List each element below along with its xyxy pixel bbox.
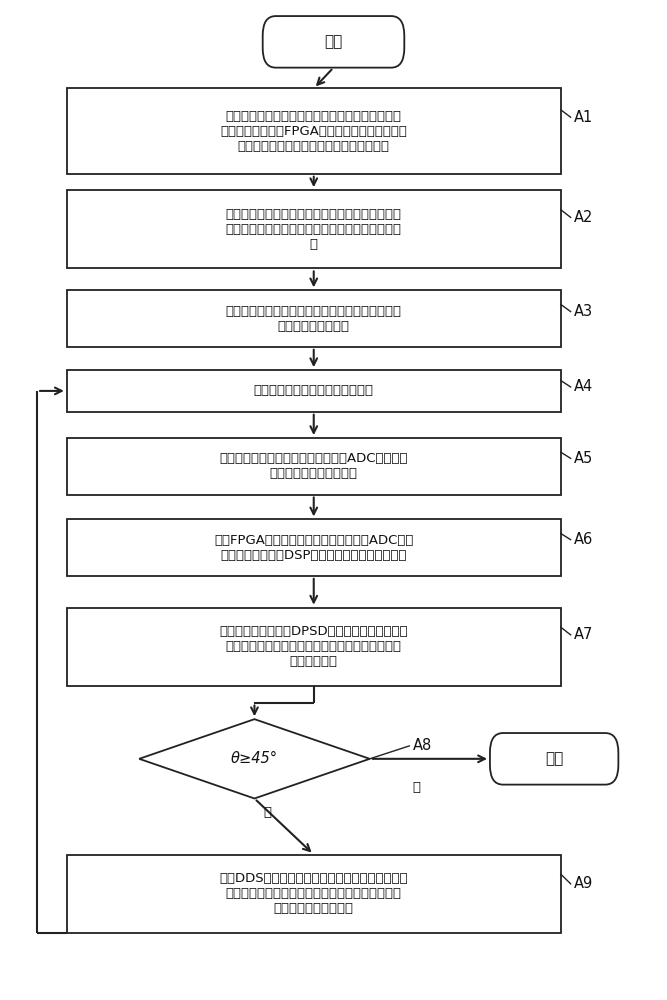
Text: A2: A2: [574, 210, 593, 225]
Bar: [67, 290, 561, 347]
Text: A7: A7: [574, 627, 593, 642]
Text: θ≥45°: θ≥45°: [231, 751, 278, 766]
Bar: [67, 438, 561, 495]
Text: A6: A6: [574, 532, 593, 547]
Bar: [67, 608, 561, 686]
Text: 对复合信号进行信号放大滤波调理: 对复合信号进行信号放大滤波调理: [253, 384, 374, 397]
Bar: [67, 855, 561, 933]
Text: A9: A9: [574, 876, 593, 891]
Text: 选通感应测井仪的某一发射线圈，使能发射信号输
出至地层，并通知FPGA可编程门阵列模块控制参
考信号切换模块切换到相应的发射线圈通道: 选通感应测井仪的某一发射线圈，使能发射信号输 出至地层，并通知FPGA可编程门阵…: [220, 110, 407, 153]
Polygon shape: [139, 719, 370, 798]
Text: 对累加后的数据进行DPSD数字相敏检波运算，实
现对复合信号的正交分离，得到复合信号与参考信
号的相位关系: 对累加后的数据进行DPSD数字相敏检波运算，实 现对复合信号的正交分离，得到复合…: [219, 625, 408, 668]
Text: 将混合信号与补偿信号在加法运放电路模块中进行
叠加，形成复合信号: 将混合信号与补偿信号在加法运放电路模块中进行 叠加，形成复合信号: [225, 305, 402, 333]
Text: 否: 否: [263, 806, 271, 819]
Bar: [67, 88, 561, 174]
Text: 对参考信号及调理后的复合信号进行ADC采样，将
模拟信号转换成数字信号: 对参考信号及调理后的复合信号进行ADC采样，将 模拟信号转换成数字信号: [219, 452, 408, 480]
Text: A5: A5: [574, 451, 593, 466]
Bar: [67, 370, 561, 412]
Text: A8: A8: [413, 738, 432, 753]
Text: A4: A4: [574, 379, 593, 394]
FancyBboxPatch shape: [263, 16, 404, 68]
Bar: [67, 190, 561, 268]
Text: A1: A1: [574, 110, 593, 125]
Text: A3: A3: [574, 304, 593, 319]
Text: 结束: 结束: [545, 751, 563, 766]
Text: 是: 是: [413, 781, 421, 794]
Bar: [67, 519, 561, 576]
Text: 开始: 开始: [324, 34, 343, 49]
Text: 采用FPGA可编程门阵列模块读取并累加ADC采样
后的数据，同时向DSP主控模块上传累加后的数据: 采用FPGA可编程门阵列模块读取并累加ADC采样 后的数据，同时向DSP主控模块…: [214, 534, 414, 562]
FancyBboxPatch shape: [490, 733, 618, 785]
Text: 控制感应测井仪的接收线圈接收来自发射线圈的直
耦信号以及来自地层的二次感应信号，形成混合信
号: 控制感应测井仪的接收线圈接收来自发射线圈的直 耦信号以及来自地层的二次感应信号，…: [225, 208, 402, 251]
Text: 控制DDS数字频率合成器输出补偿信号，经过增益
调节后再与混合信号在加法运放电路模块中进行叠
加，形成新的复合信号: 控制DDS数字频率合成器输出补偿信号，经过增益 调节后再与混合信号在加法运放电路…: [219, 872, 408, 915]
